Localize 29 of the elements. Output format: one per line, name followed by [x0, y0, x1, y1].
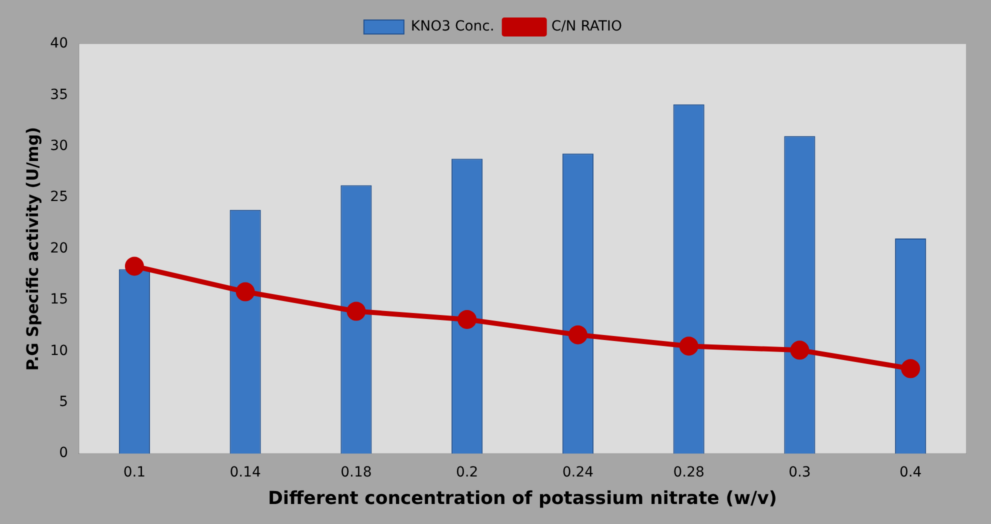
legend-label: C/N RATIO	[551, 18, 622, 35]
x-axis-title: Different concentration of potassium nitrate (w/v)	[268, 488, 778, 509]
x-tick-label: 0.28	[673, 464, 704, 481]
point	[568, 325, 588, 344]
point	[901, 359, 920, 378]
y-tick-label: 35	[50, 86, 68, 103]
y-tick-label: 25	[50, 189, 68, 206]
y-tick-label: 5	[59, 394, 68, 410]
y-tick-label: 15	[50, 292, 68, 308]
point	[346, 302, 366, 321]
x-tick-label: 0.2	[456, 464, 478, 481]
x-tick-label: 0.3	[788, 464, 811, 481]
y-tick-label: 40	[50, 36, 68, 52]
x-tick-label: 0.14	[230, 464, 262, 481]
x-tick-label: 0.4	[899, 464, 922, 481]
y-axis-title: P.G Specific activity (U/mg)	[22, 126, 42, 371]
legend-label: KNO3 Conc.	[410, 18, 494, 35]
x-tick-label: 0.24	[562, 464, 594, 481]
point	[790, 340, 810, 360]
y-tick-label: 30	[50, 138, 68, 154]
y-tick-label: 0	[59, 445, 68, 462]
point	[679, 336, 698, 356]
x-tick-label: 0.1	[123, 464, 146, 481]
x-tick-label: 0.18	[340, 464, 372, 481]
y-tick-label: 10	[50, 342, 68, 359]
point	[236, 282, 255, 302]
point	[458, 310, 477, 329]
point	[124, 256, 144, 276]
y-tick-label: 20	[50, 240, 68, 256]
